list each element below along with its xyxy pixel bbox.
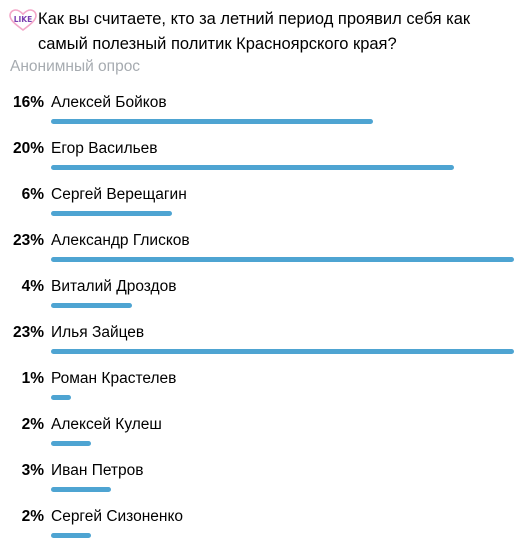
option-percent: 6% [21, 186, 44, 203]
option-label: Алексей Бойков [51, 94, 167, 111]
option-result-bar [51, 165, 454, 170]
poll-option[interactable]: 1% Роман Крастелев [0, 368, 528, 414]
option-result-bar [51, 441, 91, 446]
option-percent: 23% [12, 232, 44, 249]
option-label: Роман Крастелев [51, 370, 177, 387]
option-label: Егор Васильев [51, 140, 158, 157]
option-label: Илья Зайцев [51, 324, 145, 341]
option-bar-track [51, 395, 514, 400]
option-bar-track [51, 349, 514, 354]
poll-option[interactable]: 23% Александр Глисков [0, 230, 528, 276]
poll-option[interactable]: 2% Сергей Сизоненко [0, 506, 528, 552]
option-percent: 4% [21, 278, 44, 295]
poll-option[interactable]: 4% Виталий Дроздов [0, 276, 528, 322]
option-label: Сергей Верещагин [51, 186, 187, 203]
option-result-bar [51, 211, 172, 216]
option-result-bar [51, 395, 71, 400]
option-percent: 2% [21, 508, 44, 525]
poll-option[interactable]: 3% Иван Петров [0, 460, 528, 506]
poll-header: LIKE Как вы считаете, кто за летний пери… [9, 7, 521, 57]
option-bar-track [51, 257, 514, 262]
option-bar-track [51, 211, 514, 216]
poll-option[interactable]: 23% Илья Зайцев [0, 322, 528, 368]
option-bar-track [51, 441, 514, 446]
option-bar-track [51, 533, 514, 538]
poll-options: 16% Алексей Бойков 20% Егор Васильев 6% Серге… [0, 92, 528, 552]
option-result-bar [51, 257, 514, 262]
option-percent: 3% [21, 462, 44, 479]
poll-option[interactable]: 16% Алексей Бойков [0, 92, 528, 138]
poll-option[interactable]: 2% Алексей Кулеш [0, 414, 528, 460]
option-result-bar [51, 119, 373, 124]
option-label: Виталий Дроздов [51, 278, 177, 295]
option-result-bar [51, 533, 91, 538]
poll-option[interactable]: 6% Сергей Верещагин [0, 184, 528, 230]
option-bar-track [51, 303, 514, 308]
option-percent: 1% [21, 370, 44, 387]
option-label: Сергей Сизоненко [51, 508, 184, 525]
option-label: Иван Петров [51, 462, 144, 479]
option-result-bar [51, 349, 514, 354]
option-label: Александр Глисков [51, 232, 190, 249]
option-percent: 2% [21, 416, 44, 433]
like-badge-text: LIKE [14, 15, 33, 24]
option-bar-track [51, 165, 514, 170]
option-percent: 16% [12, 94, 44, 111]
option-percent: 20% [12, 140, 44, 157]
option-result-bar [51, 303, 132, 308]
poll-question: Как вы считаете, кто за летний период пр… [38, 10, 471, 53]
option-result-bar [51, 487, 111, 492]
poll-option[interactable]: 20% Егор Васильев [0, 138, 528, 184]
poll-type-label: Анонимный опрос [10, 58, 141, 75]
option-bar-track [51, 487, 514, 492]
option-label: Алексей Кулеш [51, 416, 162, 433]
option-bar-track [51, 119, 514, 124]
like-heart-icon: LIKE [9, 9, 37, 31]
option-percent: 23% [12, 324, 44, 341]
